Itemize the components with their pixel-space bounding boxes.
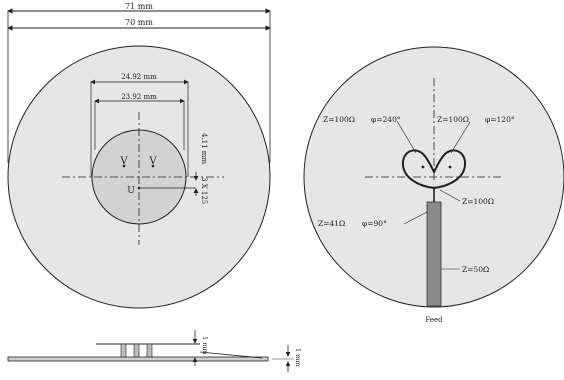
feed-label: Feed xyxy=(425,316,443,324)
label-phi4: φ=90° xyxy=(362,219,387,228)
outer-width-label: 71 mm xyxy=(125,2,153,11)
loop-dot-right xyxy=(448,165,452,169)
post-left xyxy=(120,343,127,358)
post-mid xyxy=(133,343,140,358)
leader-z2 xyxy=(450,121,471,154)
post-right xyxy=(146,343,153,358)
right-disc-view: Z=100Ω φ=240° Z=100Ω φ=120° Z=100Ω Z=41Ω… xyxy=(303,46,564,324)
rotated-note: 3 X 125 xyxy=(200,177,208,204)
slot-marker-left: V xyxy=(119,156,128,167)
side-feed-line xyxy=(199,351,263,359)
leader-z3 xyxy=(439,189,461,202)
loop-element xyxy=(401,149,467,190)
center-marker: U xyxy=(127,186,135,196)
inner-slot-label: 23.92 mm xyxy=(121,93,157,101)
side-view: 1 mm 1 mm xyxy=(7,330,302,372)
label-phi1: φ=240° xyxy=(371,115,401,124)
label-z5: Z=50Ω xyxy=(462,265,489,274)
offset-note: 4.11 mm xyxy=(200,133,208,164)
label-z4: Z=41Ω xyxy=(318,219,345,228)
feed-strip xyxy=(426,201,442,307)
label-z3: Z=100Ω xyxy=(462,197,494,206)
loop-dot-bottom xyxy=(432,186,436,190)
label-z1: Z=100Ω xyxy=(323,115,355,124)
height-label: 1 mm xyxy=(201,336,209,355)
slot-marker-right: V xyxy=(148,156,157,167)
leader-z4 xyxy=(403,211,428,225)
side-label: 1 mm xyxy=(294,348,302,367)
leader-z1 xyxy=(396,120,417,154)
outer-slot-label: 24.92 mm xyxy=(121,73,157,81)
substrate-bar xyxy=(7,356,269,362)
label-phi2: φ=120° xyxy=(485,115,515,124)
slot-dot-right xyxy=(151,164,155,168)
loop-dot-left xyxy=(421,165,425,169)
disc-diameter-label: 70 mm xyxy=(125,18,153,27)
left-disc-view: 71 mm 70 mm 24.92 mm 23.92 mm V V U 4.11… xyxy=(7,2,271,309)
label-z2: Z=100Ω xyxy=(437,115,469,124)
slot-dot-left xyxy=(122,164,126,168)
